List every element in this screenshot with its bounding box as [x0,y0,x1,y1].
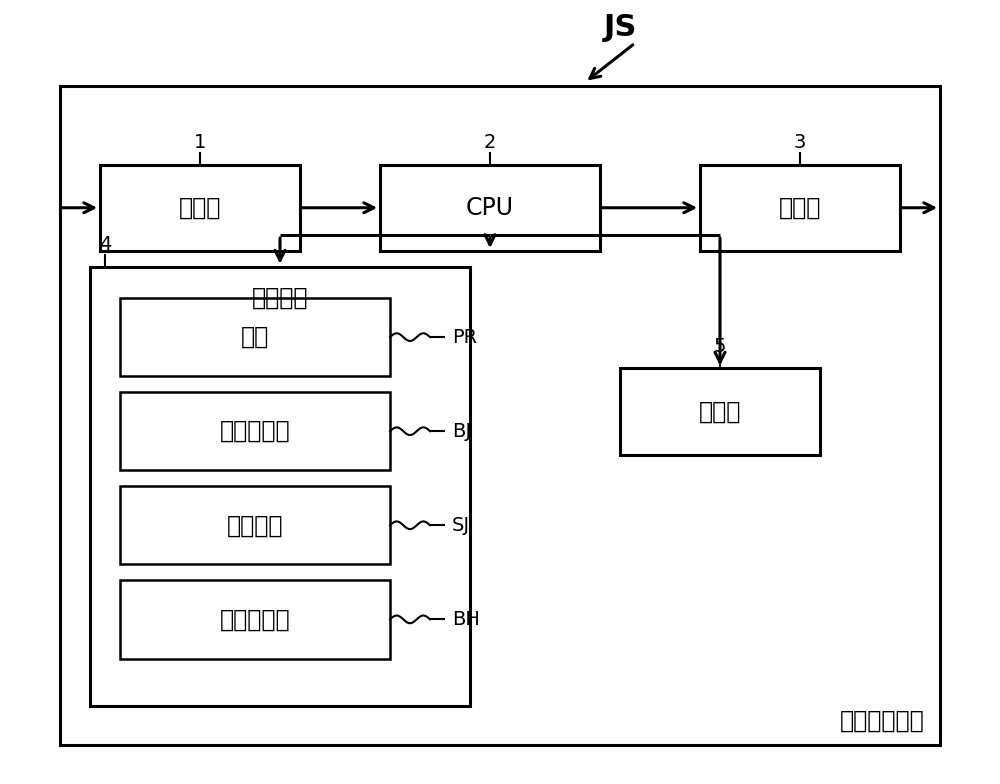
Text: 存储介质: 存储介质 [252,286,308,310]
Bar [100,165,300,251]
Text: 4: 4 [99,235,111,254]
Text: 1: 1 [194,133,206,152]
Bar [120,486,390,564]
Bar [120,298,390,376]
Text: 文档组信息: 文档组信息 [220,419,290,443]
Text: BJ: BJ [452,422,471,441]
Text: JS: JS [603,13,637,42]
Text: PR: PR [452,328,477,347]
Text: CPU: CPU [466,196,514,220]
Bar [90,267,470,706]
Text: 目录信息: 目录信息 [227,514,283,537]
Bar [120,580,390,659]
Text: 文档配置图: 文档配置图 [220,608,290,631]
Text: BH: BH [452,610,480,629]
Text: 输入部: 输入部 [179,196,221,220]
Text: SJ: SJ [452,516,470,535]
Bar [60,86,940,745]
Text: 3: 3 [794,133,806,152]
Text: 信息处理装置: 信息处理装置 [840,709,925,733]
Bar [700,165,900,251]
Bar [120,392,390,470]
Text: 程序: 程序 [241,325,269,349]
Text: 5: 5 [714,337,726,356]
Text: 2: 2 [484,133,496,152]
Bar [380,165,600,251]
Bar [620,368,820,455]
Text: 输出部: 输出部 [779,196,821,220]
Text: 存储器: 存储器 [699,400,741,423]
